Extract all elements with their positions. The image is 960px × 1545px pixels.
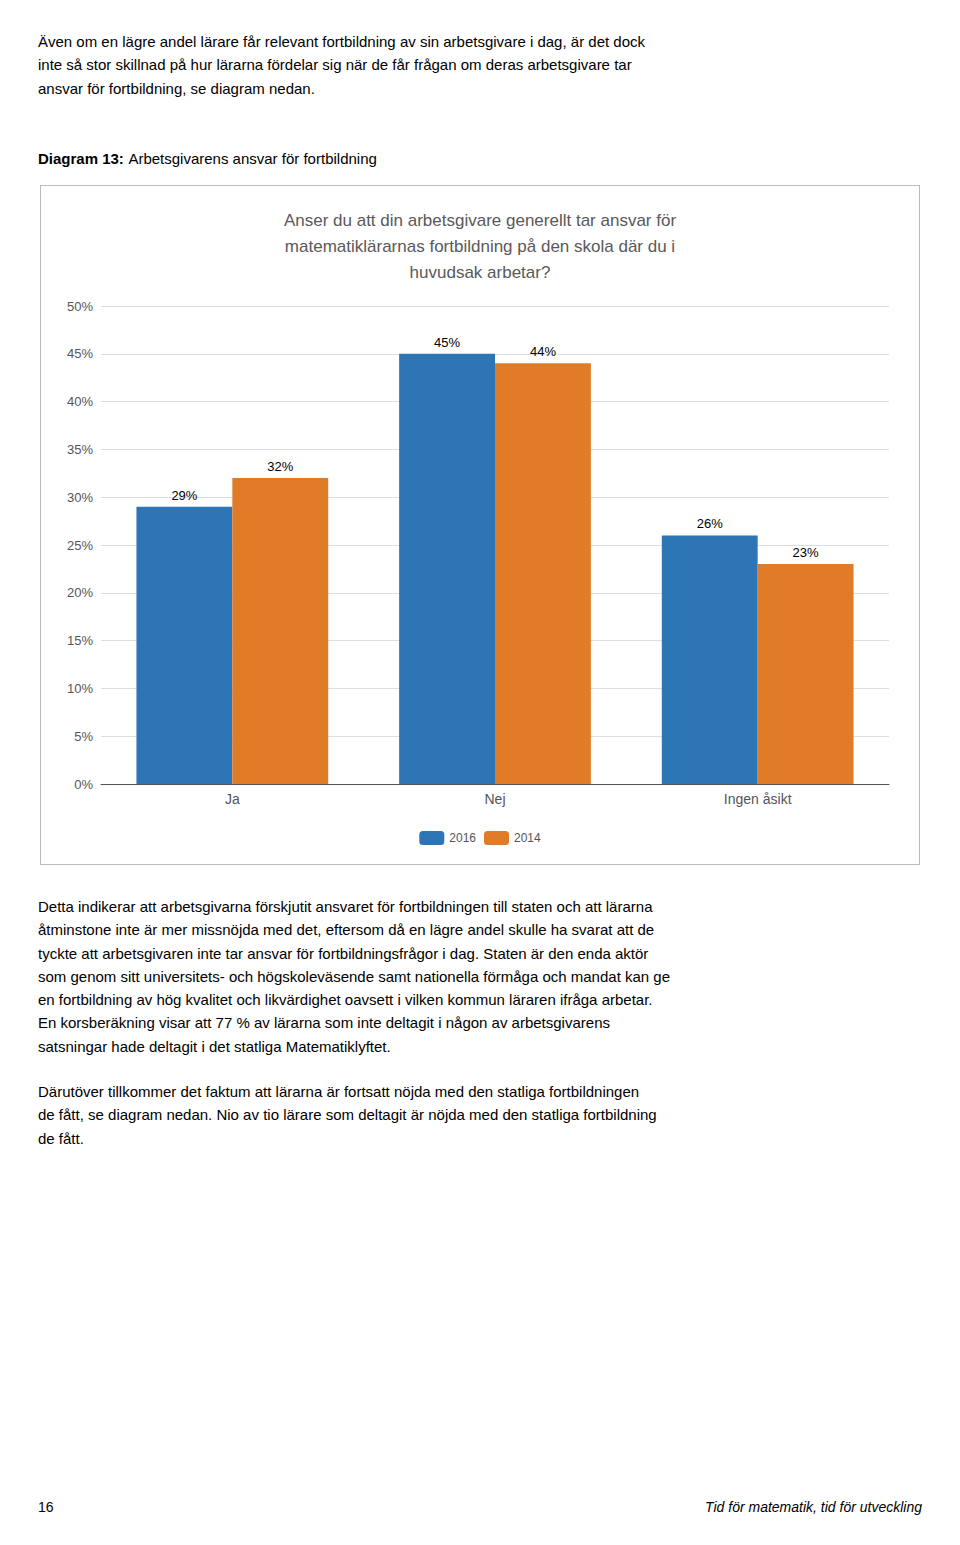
svg-text:45%: 45%	[434, 335, 460, 350]
svg-text:matematiklärarnas fortbildning: matematiklärarnas fortbildning på den sk…	[285, 237, 675, 256]
svg-text:20%: 20%	[67, 585, 93, 600]
svg-text:35%: 35%	[67, 442, 93, 457]
svg-text:32%: 32%	[267, 459, 293, 474]
svg-text:29%: 29%	[171, 488, 197, 503]
svg-text:Ingen åsikt: Ingen åsikt	[724, 791, 792, 807]
svg-text:44%: 44%	[530, 344, 556, 359]
html-text:Därutöver tillkommer det faktu: Därutöver tillkommer det faktum att lära…	[38, 1083, 657, 1147]
svg-text:15%: 15%	[67, 633, 93, 648]
svg-text:30%: 30%	[67, 490, 93, 505]
svg-text:2016: 2016	[449, 831, 476, 845]
svg-text:40%: 40%	[67, 394, 93, 409]
html-text:Även om en lägre andel lärare: Även om en lägre andel lärare får releva…	[38, 33, 645, 97]
svg-text:Anser du att din arbetsgivare: Anser du att din arbetsgivare generellt …	[284, 211, 676, 230]
svg-text:2014: 2014	[514, 831, 541, 845]
svg-text:26%: 26%	[697, 516, 723, 531]
svg-text:23%: 23%	[793, 545, 819, 560]
svg-text:huvudsak arbetar?: huvudsak arbetar?	[410, 263, 551, 282]
svg-text:25%: 25%	[67, 538, 93, 553]
svg-text:Nej: Nej	[484, 791, 505, 807]
svg-text:45%: 45%	[67, 346, 93, 361]
svg-text:Ja: Ja	[225, 791, 240, 807]
html-text:Tid för matematik, tid för utv: Tid för matematik, tid för utveckling	[705, 1499, 922, 1515]
html-text:Diagram 13: Arbetsgivarens ans: Diagram 13: Arbetsgivarens ansvar för fo…	[38, 150, 377, 167]
svg-text:50%: 50%	[67, 299, 93, 314]
html-text:16: 16	[38, 1499, 54, 1515]
html-text:Detta indikerar att arbetsgiva: Detta indikerar att arbetsgivarna förskj…	[38, 898, 670, 1055]
svg-text:5%: 5%	[74, 729, 93, 744]
svg-text:0%: 0%	[74, 777, 93, 792]
svg-text:10%: 10%	[67, 681, 93, 696]
